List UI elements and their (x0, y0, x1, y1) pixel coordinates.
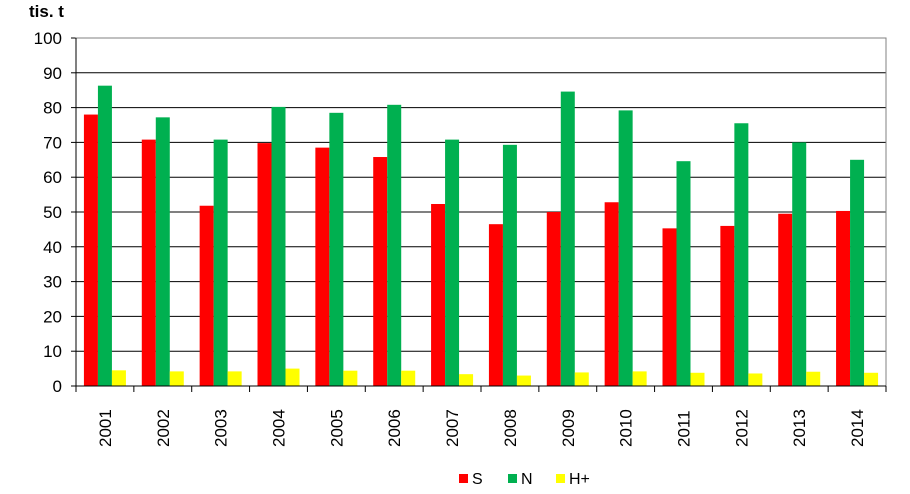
legend-swatch (556, 474, 565, 483)
bar-n-2005 (329, 112, 344, 386)
bar-n-2014 (850, 159, 865, 386)
legend-swatch (508, 474, 517, 483)
y-tick-label: 30 (43, 273, 62, 292)
x-tick-label: 2014 (848, 409, 867, 447)
x-tick-label: 2001 (96, 409, 115, 447)
bar-s-2005 (315, 147, 330, 386)
y-tick-label: 40 (43, 238, 62, 257)
legend-label: N (521, 471, 533, 488)
y-tick-label: 80 (43, 99, 62, 118)
bar-s-2013 (778, 213, 793, 386)
bar-s-2011 (662, 228, 677, 386)
x-tick-label: 2007 (443, 409, 462, 447)
bar-h-2012 (748, 373, 763, 386)
axes (71, 37, 887, 392)
x-tick-label: 2003 (212, 409, 231, 447)
y-tick-label: 20 (43, 307, 62, 326)
legend: S N H+ (459, 471, 590, 488)
bar-h-2009 (574, 372, 589, 386)
legend-item-n: N (508, 471, 533, 488)
x-tick-label: 2013 (790, 409, 809, 447)
legend-item-s: S (459, 471, 483, 488)
bar-h-2003 (227, 371, 242, 386)
bar-n-2007 (445, 139, 460, 386)
legend-label: S (472, 471, 483, 488)
y-tick-labels: 0 10 20 30 40 50 60 70 80 90 100 (34, 29, 62, 396)
y-tick-label: 70 (43, 133, 62, 152)
bar-n-2001 (97, 85, 112, 387)
bar-s-2014 (836, 210, 851, 386)
bar-h-2014 (864, 372, 879, 386)
bar-n-2008 (502, 144, 517, 386)
x-tick-label: 2002 (154, 409, 173, 447)
bar-n-2012 (734, 123, 749, 386)
x-tick-label: 2006 (385, 409, 404, 447)
x-tick-label: 2009 (559, 409, 578, 447)
bar-h-2006 (401, 370, 416, 386)
bar-h-2008 (516, 375, 531, 386)
bar-h-2004 (285, 368, 300, 386)
x-tick-label: 2012 (732, 409, 751, 447)
bar-s-2007 (431, 203, 446, 386)
legend-swatch (459, 474, 468, 483)
y-tick-label: 10 (43, 342, 62, 361)
y-tick-label: 0 (53, 377, 62, 396)
bar-s-2010 (604, 202, 619, 386)
y-tick-label: 60 (43, 168, 62, 187)
x-tick-label: 2008 (501, 409, 520, 447)
bar-s-2006 (373, 157, 388, 386)
bar-s-2003 (199, 205, 214, 386)
bar-h-2011 (690, 372, 705, 386)
bar-s-2012 (720, 225, 735, 386)
x-tick-label: 2005 (327, 409, 346, 447)
y-axis-label: tis. t (29, 2, 64, 21)
bar-n-2006 (387, 104, 402, 386)
bar-n-2010 (618, 110, 633, 386)
bar-n-2004 (271, 106, 286, 387)
legend-label: H+ (569, 471, 590, 488)
bar-h-2007 (459, 374, 474, 386)
bar-s-2004 (257, 143, 272, 386)
bar-h-2002 (169, 371, 184, 386)
bar-n-2013 (792, 142, 807, 386)
bar-h-2013 (806, 371, 821, 386)
bar-n-2002 (155, 117, 170, 387)
bar-h-2010 (632, 371, 647, 386)
x-tick-label: 2011 (675, 410, 694, 447)
bar-h-2005 (343, 370, 358, 386)
bar-s-2008 (488, 224, 503, 386)
bar-n-2003 (213, 139, 228, 386)
legend-item-h: H+ (556, 471, 590, 488)
bar-s-2002 (141, 139, 156, 386)
x-tick-label: 2010 (617, 409, 636, 447)
y-tick-label: 50 (43, 203, 62, 222)
bar-s-2001 (83, 114, 98, 386)
bar-n-2009 (560, 91, 575, 386)
bar-s-2009 (546, 212, 561, 386)
bars (83, 85, 879, 387)
bar-h-2001 (111, 370, 126, 386)
bar-n-2011 (676, 161, 691, 386)
y-tick-label: 100 (34, 29, 62, 48)
y-tick-label: 90 (43, 64, 62, 83)
x-tick-labels: 2001 2002 2003 2004 2005 2006 2007 2008 2009 2010… (96, 409, 867, 447)
gridlines (76, 37, 886, 352)
x-tick-label: 2004 (270, 409, 289, 447)
